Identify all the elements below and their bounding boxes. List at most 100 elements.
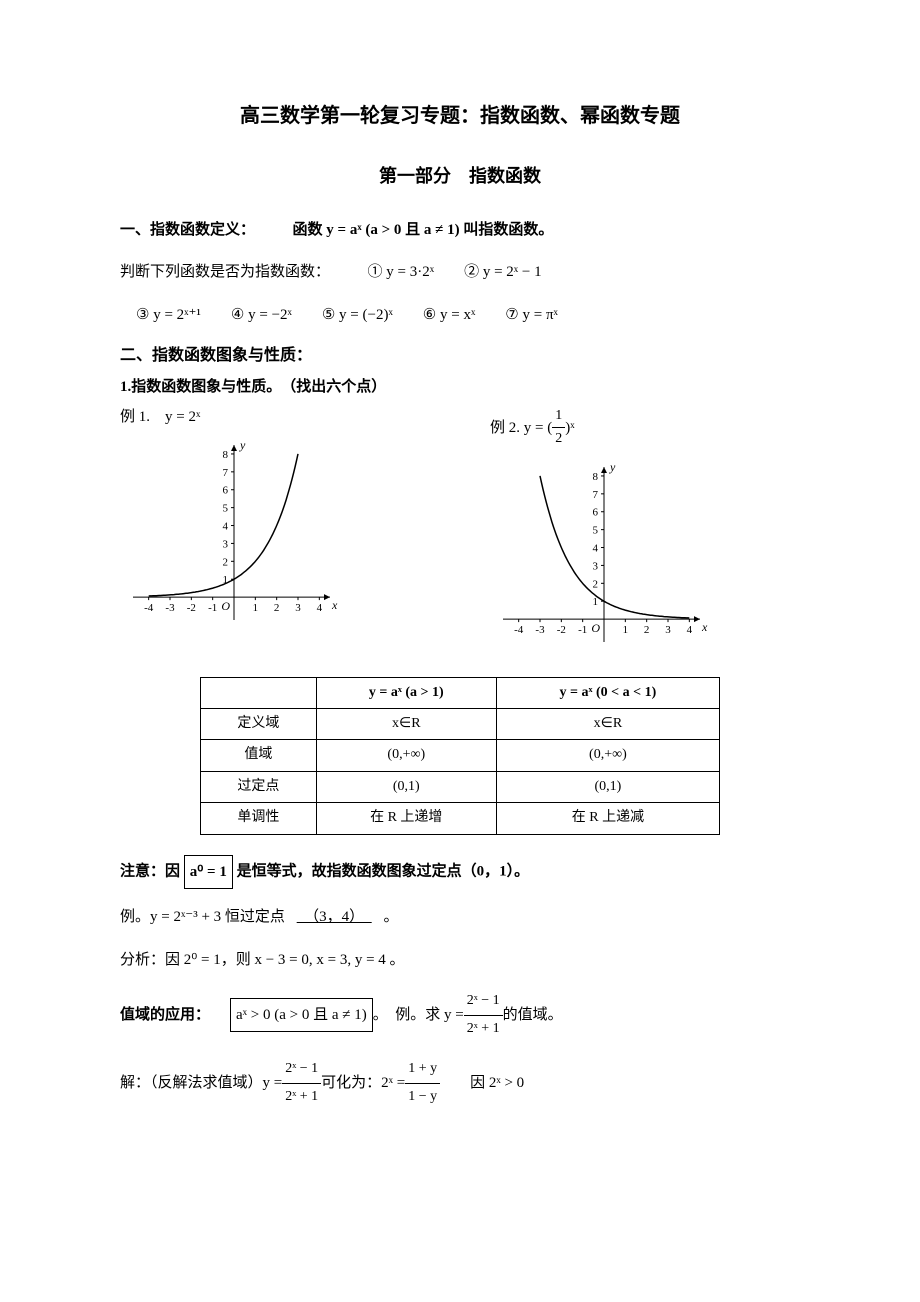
svg-text:O: O: [221, 599, 230, 613]
svg-text:8: 8: [593, 471, 599, 483]
page-title: 高三数学第一轮复习专题：指数函数、幂函数专题: [120, 100, 800, 132]
svg-text:3: 3: [593, 560, 599, 572]
solution-prefix: 解：（反解法求值域）y =: [120, 1069, 282, 1098]
svg-text:2: 2: [593, 578, 599, 590]
range-example-prefix: 。 例。求 y =: [373, 1001, 464, 1030]
table-cell: (0,+∞): [496, 740, 719, 771]
chart-2-frac-den: 2: [552, 428, 565, 450]
svg-text:7: 7: [223, 467, 229, 479]
svg-text:4: 4: [317, 602, 323, 614]
table-row-label: 过定点: [201, 771, 317, 802]
note-line: 注意：因 a⁰ = 1 是恒等式，故指数函数图象过定点（0，1）。: [120, 855, 800, 890]
range-frac: 2ˣ − 1 2ˣ + 1: [464, 988, 503, 1042]
chart-2-caption: 例 2. y = ( 1 2 )ˣ: [490, 405, 800, 451]
section-1-prefix: 一、指数函数定义：: [120, 222, 255, 238]
table-row: 过定点 (0,1) (0,1): [201, 771, 720, 802]
solution-line: 解：（反解法求值域）y = 2ˣ − 1 2ˣ + 1 可化为：2ˣ = 1 +…: [120, 1056, 800, 1110]
svg-text:3: 3: [223, 538, 229, 550]
table-cell: (0,1): [496, 771, 719, 802]
table-row: 值域 (0,+∞) (0,+∞): [201, 740, 720, 771]
section-1-heading: 一、指数函数定义： 函数 y = aˣ (a > 0 且 a ≠ 1) 叫指数函…: [120, 216, 800, 245]
table-header-2: y = aˣ (0 < a < 1): [496, 677, 719, 708]
svg-text:2: 2: [644, 624, 650, 636]
svg-text:3: 3: [665, 624, 671, 636]
range-example-suffix: 的值域。: [503, 1001, 563, 1030]
solution-frac1-den: 2ˣ + 1: [282, 1084, 321, 1111]
svg-text:4: 4: [223, 520, 229, 532]
range-frac-num: 2ˣ − 1: [464, 988, 503, 1016]
example-fixed-answer: （3，4）: [289, 909, 380, 925]
solution-frac1-num: 2ˣ − 1: [282, 1056, 321, 1084]
svg-text:-2: -2: [187, 602, 196, 614]
table-header-row: y = aˣ (a > 1) y = aˣ (0 < a < 1): [201, 677, 720, 708]
chart-1-caption: 例 1. y = 2ˣ: [120, 405, 430, 429]
svg-text:6: 6: [593, 506, 599, 518]
example-fixed-suffix: 。: [383, 909, 398, 925]
svg-text:-3: -3: [535, 624, 545, 636]
svg-text:7: 7: [593, 489, 599, 501]
svg-text:3: 3: [295, 602, 301, 614]
page-subtitle: 第一部分 指数函数: [120, 162, 800, 191]
judge-items-2: ③ y = 2ˣ⁺¹ ④ y = −2ˣ ⑤ y = (−2)ˣ ⑥ y = x…: [120, 301, 800, 330]
table-cell: 在 R 上递减: [496, 803, 719, 834]
svg-text:5: 5: [223, 503, 229, 515]
chart-2-frac: 1 2: [552, 405, 565, 451]
table-cell: 在 R 上递增: [316, 803, 496, 834]
chart-2-block: 例 2. y = ( 1 2 )ˣ -4-3-2-1123412345678xy…: [490, 405, 800, 657]
table-cell: (0,1): [316, 771, 496, 802]
table-row: 定义域 x∈R x∈R: [201, 709, 720, 740]
section-2-sub1: 1.指数函数图象与性质。 （找出六个点）: [120, 375, 800, 399]
judge-intro-row: 判断下列函数是否为指数函数： ① y = 3·2ˣ ② y = 2ˣ − 1: [120, 258, 800, 287]
chart-1-svg: -4-3-2-1123412345678xyO: [120, 435, 340, 635]
solution-suffix: 因 2ˣ > 0: [440, 1069, 524, 1098]
chart-2-svg: -4-3-2-1123412345678xyO: [490, 457, 710, 657]
note-prefix: 注意：因: [120, 863, 180, 879]
charts-row: 例 1. y = 2ˣ -4-3-2-1123412345678xyO 例 2.…: [120, 405, 800, 657]
range-boxed: aˣ > 0 (a > 0 且 a ≠ 1): [230, 998, 373, 1033]
svg-text:8: 8: [223, 449, 229, 461]
svg-text:-2: -2: [557, 624, 566, 636]
example-fixed-prefix: 例。y = 2ˣ⁻³ + 3 恒过定点: [120, 909, 285, 925]
section-2-heading: 二、指数函数图象与性质：: [120, 343, 800, 369]
table-cell: x∈R: [496, 709, 719, 740]
solution-frac1: 2ˣ − 1 2ˣ + 1: [282, 1056, 321, 1110]
svg-text:6: 6: [223, 485, 229, 497]
svg-text:2: 2: [274, 602, 280, 614]
example-fixed-point: 例。y = 2ˣ⁻³ + 3 恒过定点 （3，4） 。: [120, 903, 800, 932]
svg-text:4: 4: [593, 542, 599, 554]
chart-2-frac-num: 1: [552, 405, 565, 428]
solution-frac2: 1 + y 1 − y: [405, 1056, 440, 1110]
judge-items-1: ① y = 3·2ˣ ② y = 2ˣ − 1: [368, 264, 542, 280]
table-row-label: 值域: [201, 740, 317, 771]
chart-1-block: 例 1. y = 2ˣ -4-3-2-1123412345678xyO: [120, 405, 430, 657]
range-application: 值域的应用： aˣ > 0 (a > 0 且 a ≠ 1) 。 例。求 y = …: [120, 988, 800, 1042]
svg-text:1: 1: [253, 602, 258, 614]
table-cell: (0,+∞): [316, 740, 496, 771]
note-boxed: a⁰ = 1: [184, 855, 233, 890]
svg-text:x: x: [331, 598, 338, 612]
chart-2-prefix: 例 2. y = (: [490, 416, 552, 440]
svg-text:-1: -1: [208, 602, 217, 614]
svg-text:-1: -1: [578, 624, 587, 636]
svg-text:y: y: [609, 460, 616, 474]
judge-intro: 判断下列函数是否为指数函数：: [120, 264, 330, 280]
svg-text:4: 4: [687, 624, 693, 636]
analysis-line: 分析：因 2⁰ = 1，则 x − 3 = 0, x = 3, y = 4 。: [120, 946, 800, 975]
svg-text:1: 1: [623, 624, 629, 636]
note-suffix: 是恒等式，故指数函数图象过定点（0，1）。: [237, 863, 530, 879]
table-corner-cell: [201, 677, 317, 708]
properties-table: y = aˣ (a > 1) y = aˣ (0 < a < 1) 定义域 x∈…: [200, 677, 720, 835]
range-label: 值域的应用：: [120, 1001, 210, 1030]
svg-text:5: 5: [593, 524, 599, 536]
table-row-label: 定义域: [201, 709, 317, 740]
svg-text:-4: -4: [144, 602, 154, 614]
svg-text:2: 2: [223, 556, 229, 568]
svg-text:x: x: [701, 620, 708, 634]
section-1-def: 函数 y = aˣ (a > 0 且 a ≠ 1) 叫指数函数。: [293, 222, 554, 238]
svg-text:-4: -4: [514, 624, 524, 636]
range-frac-den: 2ˣ + 1: [464, 1016, 503, 1043]
solution-mid: 可化为：2ˣ =: [321, 1069, 405, 1098]
svg-text:-3: -3: [165, 602, 175, 614]
table-header-1: y = aˣ (a > 1): [316, 677, 496, 708]
svg-text:1: 1: [593, 596, 599, 608]
